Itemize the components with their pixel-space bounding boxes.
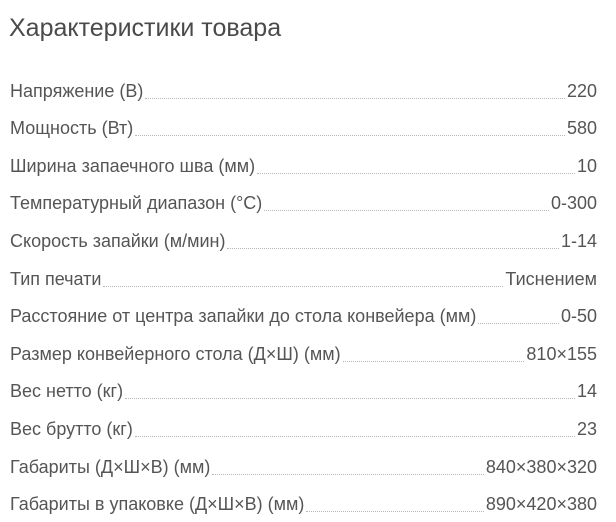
spec-value: 10: [576, 155, 597, 176]
spec-row: Ширина запаечного шва (мм) 10: [10, 139, 597, 177]
spec-label: Напряжение (В): [10, 80, 144, 101]
spec-row: Температурный диапазон (°С) 0-300: [10, 177, 597, 215]
spec-label: Габариты в упаковке (Д×Ш×В) (мм): [10, 494, 305, 515]
dotted-leader: [134, 435, 575, 437]
dotted-leader: [257, 172, 575, 174]
spec-label: Размер конвейерного стола (Д×Ш) (мм): [10, 343, 341, 364]
spec-label: Ширина запаечного шва (мм): [10, 155, 256, 176]
spec-row: Габариты (Д×Ш×В) (мм) 840×380×320: [10, 440, 597, 478]
dotted-leader: [212, 473, 484, 475]
spec-row: Скорость запайки (м/мин) 1-14: [10, 214, 597, 252]
spec-label: Скорость запайки (м/мин): [10, 230, 226, 251]
spec-label: Тип печати: [10, 268, 102, 289]
spec-label: Расстояние от центра запайки до стола ко…: [10, 306, 477, 327]
spec-row: Мощность (Вт) 580: [10, 102, 597, 140]
dotted-leader: [145, 97, 565, 99]
spec-value: 14: [576, 381, 597, 402]
dotted-leader: [125, 398, 575, 400]
spec-row: Вес брутто (кг) 23: [10, 402, 597, 440]
dotted-leader: [306, 511, 484, 513]
dotted-leader: [103, 285, 504, 287]
spec-row: Вес нетто (кг) 14: [10, 365, 597, 403]
spec-row: Размер конвейерного стола (Д×Ш) (мм) 810×…: [10, 327, 597, 365]
spec-label: Вес нетто (кг): [10, 381, 124, 402]
spec-value: 0-50: [560, 306, 597, 327]
spec-label: Температурный диапазон (°С): [10, 193, 263, 214]
dotted-leader: [227, 247, 559, 249]
spec-label: Мощность (Вт): [10, 118, 134, 139]
spec-value: 220: [566, 80, 597, 101]
spec-label: Габариты (Д×Ш×В) (мм): [10, 456, 211, 477]
spec-value: 1-14: [560, 230, 597, 251]
spec-row: Расстояние от центра запайки до стола ко…: [10, 290, 597, 328]
dotted-leader: [478, 323, 559, 325]
spec-value: Тиснением: [505, 268, 597, 289]
spec-value: 810×155: [526, 343, 597, 364]
spec-label: Вес брутто (кг): [10, 418, 133, 439]
dotted-leader: [135, 135, 565, 137]
spec-row: Тип печати Тиснением: [10, 252, 597, 290]
spec-value: 840×380×320: [485, 456, 597, 477]
section-title: Характеристики товара: [9, 14, 282, 42]
spec-row: Габариты в упаковке (Д×Ш×В) (мм) 890×420×…: [10, 478, 597, 516]
specs-list: Напряжение (В) 220 Мощность (Вт) 580 Ширина …: [10, 64, 597, 515]
spec-row: Напряжение (В) 220: [10, 64, 597, 102]
dotted-leader: [342, 360, 525, 362]
spec-value: 0-300: [550, 193, 597, 214]
spec-value: 23: [576, 418, 597, 439]
spec-value: 580: [566, 118, 597, 139]
spec-value: 890×420×380: [485, 494, 597, 515]
dotted-leader: [264, 210, 549, 212]
